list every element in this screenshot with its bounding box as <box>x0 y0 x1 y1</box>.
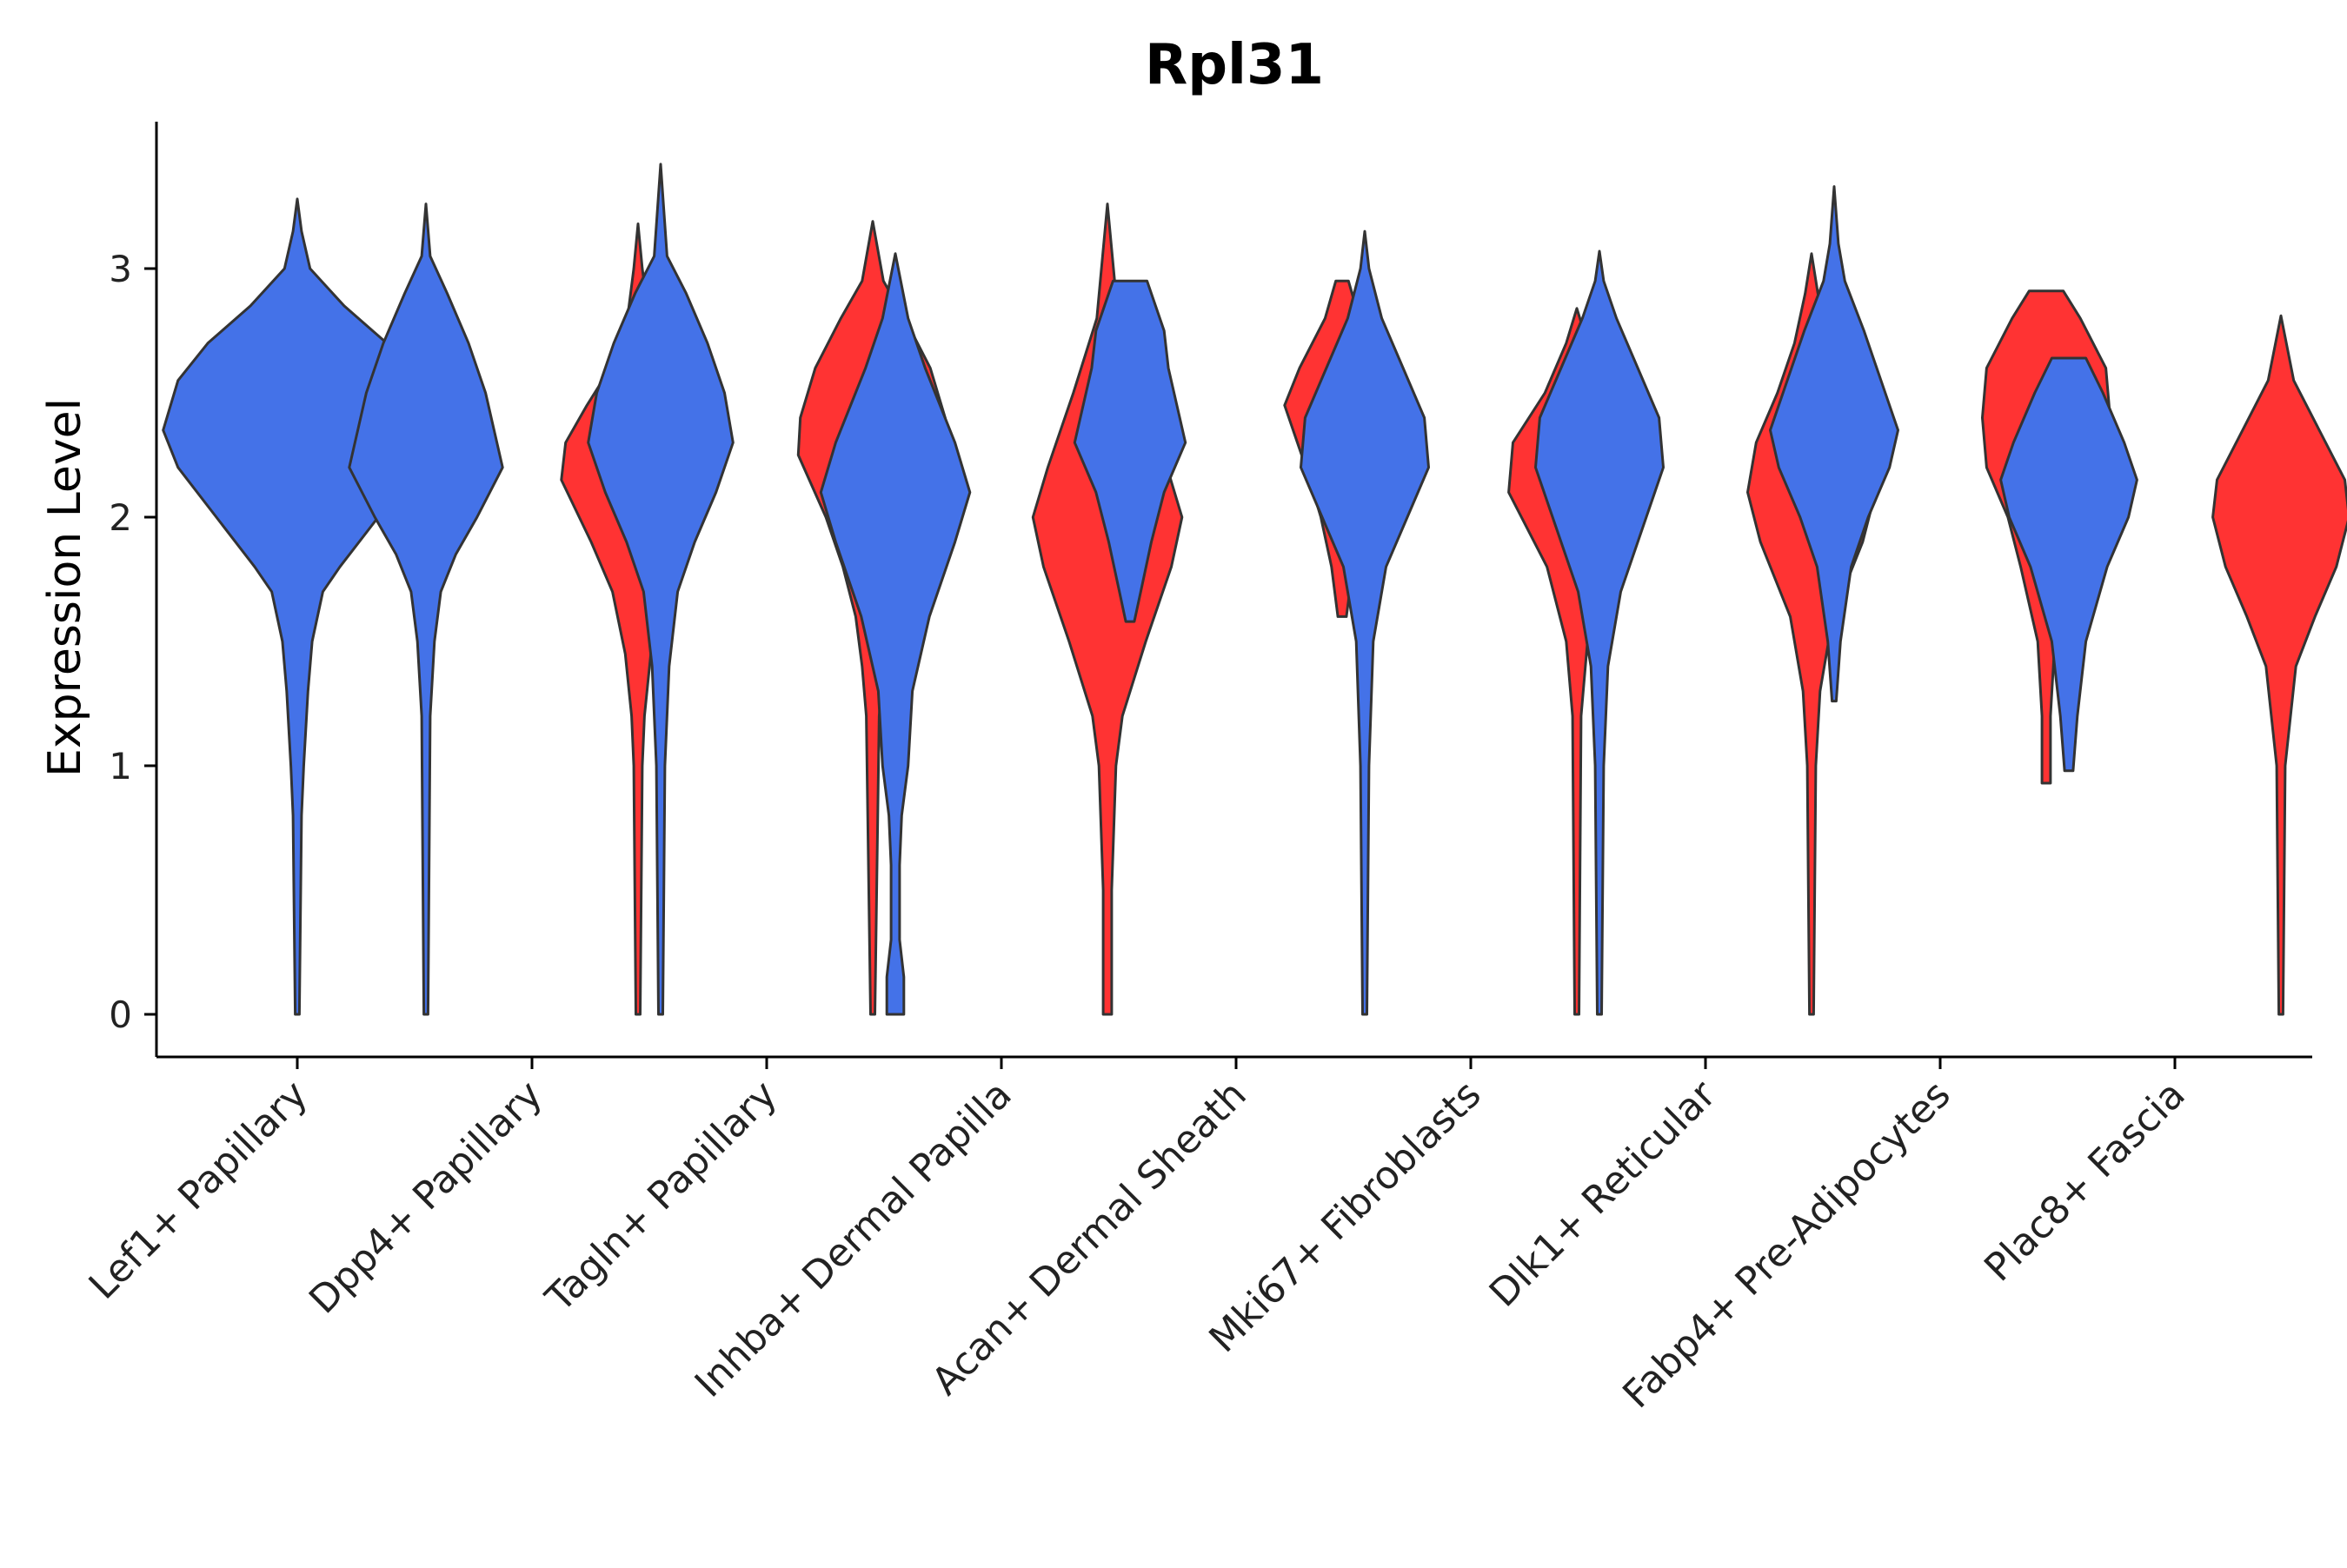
x-tick-label: Mki67+ Fibroblasts <box>1200 1073 1489 1361</box>
y-tick-label: 3 <box>109 248 132 290</box>
violin-inhba-dermal-papilla-a <box>819 252 972 1016</box>
violin-plac8-fascia-a <box>1999 356 2138 773</box>
violin-dpp4-papillary-a <box>348 203 504 1016</box>
violin-acan-dermal-sheath-a <box>1073 279 1187 623</box>
x-tick-label: Dlk1+ Reticular <box>1481 1072 1725 1316</box>
x-tick-label: Tagln+ Papillary <box>537 1073 786 1321</box>
violin-tagln-papillary-a <box>587 163 735 1016</box>
violin-plac8-fascia-b <box>2211 314 2347 1016</box>
violin-mki67-fibroblasts-a <box>1300 229 1430 1016</box>
x-tick-label: Lef1+ Papillary <box>81 1073 316 1308</box>
chart-title: Rpl31 <box>1144 33 1325 97</box>
violin-lef1-papillary-a <box>162 197 433 1016</box>
violin-fabp4-pre-adipocytes-a <box>1769 185 1899 703</box>
y-tick-label: 1 <box>109 745 132 787</box>
x-tick-label: Plac8+ Fascia <box>1976 1073 2194 1291</box>
violin-dlk1-reticular-a <box>1534 249 1665 1016</box>
x-tick-label: Dpp4+ Papillary <box>301 1073 551 1323</box>
y-axis-label: Expression Level <box>39 397 91 778</box>
y-tick-label: 0 <box>109 993 132 1036</box>
y-tick-label: 2 <box>109 496 132 539</box>
